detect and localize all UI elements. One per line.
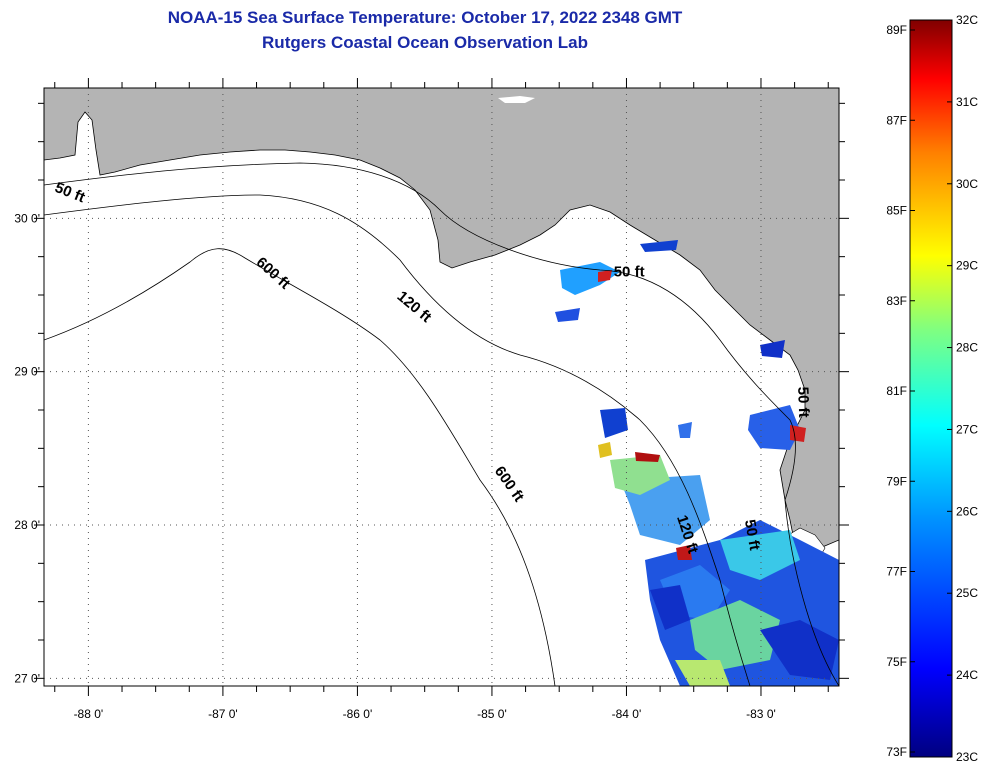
- colorbar-f-label: 83F: [886, 294, 907, 308]
- colorbar-f-label: 73F: [886, 745, 907, 759]
- lon-tick-label: -86 0': [343, 707, 373, 721]
- colorbar-c-label: 25C: [956, 586, 978, 600]
- colorbar-c-label: 24C: [956, 668, 978, 682]
- lon-tick-label: -84 0': [612, 707, 642, 721]
- lon-tick-label: -83 0': [746, 707, 776, 721]
- colorbar-c-label: 26C: [956, 504, 978, 518]
- colorbar: [909, 19, 953, 758]
- colorbar-labels: 89F 87F 85F 83F 81F 79F 77F 75F 73F 32C 31C 30C 29C 2…: [886, 13, 978, 764]
- axis-ticks: -88 0' -87 0' -86 0' -85 0' -84 0' -83 0' 30 0…: [14, 78, 849, 721]
- lat-tick-label: 30 0': [14, 211, 40, 225]
- colorbar-f-label: 85F: [886, 204, 907, 218]
- colorbar-c-label: 27C: [956, 422, 978, 436]
- contour-label: 50 ft: [614, 264, 645, 281]
- figure-title: NOAA-15 Sea Surface Temperature: October…: [167, 8, 683, 27]
- figure-subtitle: Rutgers Coastal Ocean Observation Lab: [262, 33, 588, 52]
- colorbar-f-label: 77F: [886, 565, 907, 579]
- colorbar-c-label: 28C: [956, 341, 978, 355]
- colorbar-f-label: 89F: [886, 23, 907, 37]
- colorbar-c-label: 29C: [956, 259, 978, 273]
- bathymetry-contours: [44, 162, 839, 686]
- contour-label: 50 ft: [741, 518, 763, 551]
- colorbar-f-label: 79F: [886, 474, 907, 488]
- lat-tick-label: 29 0': [14, 365, 40, 379]
- lon-tick-label: -87 0': [208, 707, 238, 721]
- lat-tick-label: 28 0': [14, 518, 40, 532]
- colorbar-c-label: 31C: [956, 95, 978, 109]
- contour-label: 50 ft: [794, 386, 812, 417]
- colorbar-c-label: 32C: [956, 13, 978, 27]
- lake: [498, 96, 535, 103]
- colorbar-c-label: 23C: [956, 750, 978, 764]
- sst-data-layer: [555, 240, 839, 686]
- lon-tick-label: -88 0': [74, 707, 104, 721]
- colorbar-f-label: 87F: [886, 113, 907, 127]
- lon-tick-label: -85 0': [477, 707, 507, 721]
- colorbar-f-label: 81F: [886, 384, 907, 398]
- lat-tick-label: 27 0': [14, 671, 40, 685]
- map-frame: [43, 87, 840, 687]
- colorbar-f-label: 75F: [886, 655, 907, 669]
- colorbar-c-label: 30C: [956, 177, 978, 191]
- graticule: [44, 88, 839, 686]
